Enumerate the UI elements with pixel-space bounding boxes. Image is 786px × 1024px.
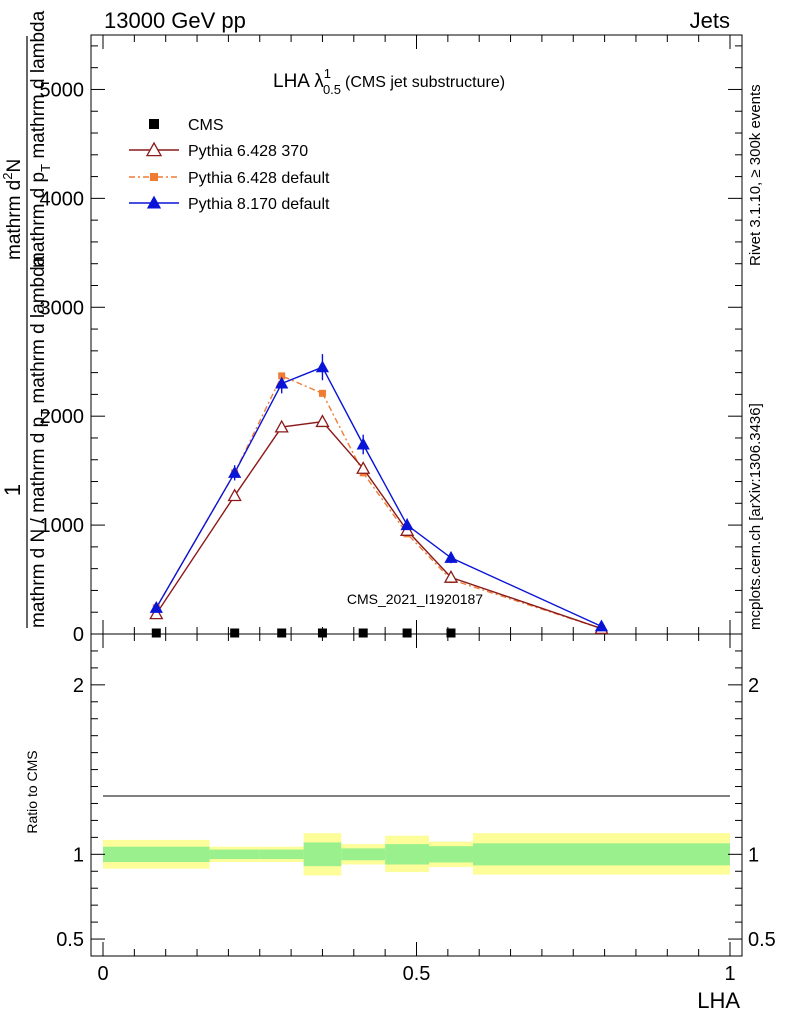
point-pythia6-370 [315, 414, 330, 428]
y-axis-label-prefix: 1 [0, 484, 25, 496]
point-cms [446, 628, 456, 638]
mcplots-label: mcplots.cern.ch [arXiv:1306.3436] [747, 403, 764, 630]
y-axis-label-line1: mathrm d N / mathrm d pT mathrm d lambda [28, 255, 53, 628]
ratio-y-tick-label: 1 [73, 844, 84, 866]
y-tick-label: 4000 [40, 188, 85, 210]
point-pythia6-370 [356, 461, 371, 474]
point-pythia6-370 [149, 606, 164, 620]
chart-title: LHA λ1 0.5 (CMS jet substructure) [273, 66, 505, 97]
ratio-band-inner [341, 848, 386, 861]
point-cms [317, 628, 327, 638]
point-pythia8 [356, 437, 370, 450]
point-pythia8 [400, 518, 414, 531]
y-axis-label-line3: mathrm d pT mathrm d lambda [28, 10, 53, 268]
legend-marker-pythia8 [146, 195, 162, 209]
point-pythia8 [444, 550, 458, 563]
x-axis-label: LHA [697, 988, 740, 1013]
legend-marker-pythia6-370 [145, 141, 163, 157]
ratio-band-inner [259, 849, 304, 860]
point-pythia8 [228, 465, 242, 478]
chart-title-subscript: 0.5 [323, 82, 341, 97]
y-tick-label: 1000 [40, 515, 85, 537]
legend-marker-cms [149, 119, 159, 129]
point-cms [358, 628, 368, 638]
point-cms [151, 628, 161, 638]
ratio-bands [103, 833, 730, 876]
y-tick-label: 2000 [40, 406, 85, 428]
rivet-label: Rivet 3.1.10, ≥ 300k events [747, 84, 764, 266]
legend-label: Pythia 6.428 370 [188, 143, 308, 160]
point-pythia8 [149, 601, 163, 613]
ratio-band-inner [385, 844, 430, 865]
ratio-y-tick-label: 2 [73, 675, 84, 697]
chart-title-superscript: 1 [324, 66, 331, 81]
ratio-y-tick-label-right: 0.5 [748, 929, 776, 951]
point-pythia6-370 [274, 419, 289, 433]
point-cms [230, 628, 240, 638]
x-tick-label: 1 [724, 963, 735, 985]
point-cms [277, 628, 287, 638]
chart-title-note: (CMS jet substructure) [345, 74, 505, 91]
ratio-band-inner [303, 842, 342, 867]
ratio-band-inner [209, 849, 260, 860]
legend-marker-pythia6-default [150, 173, 158, 181]
y-tick-label: 3000 [40, 297, 85, 319]
x-tick-label: 0 [97, 963, 108, 985]
ratio-y-tick-label-right: 2 [748, 675, 759, 697]
y-tick-label: 5000 [40, 79, 85, 101]
series-line-pythia8 [155, 366, 602, 628]
chart-title-main: LHA λ [273, 71, 324, 92]
series-layer [149, 354, 609, 638]
x-tick-label: 0.5 [403, 963, 431, 985]
ratio-band-inner [429, 846, 473, 863]
header-right: Jets [690, 8, 730, 33]
series-line-pythia6-370 [155, 420, 602, 630]
ratio-band-inner [472, 843, 730, 866]
ratio-panel-frame [90, 633, 743, 957]
ratio-y-tick-label: 0.5 [56, 929, 84, 951]
analysis-watermark: CMS_2021_I1920187 [347, 591, 483, 607]
point-cms [402, 628, 412, 638]
header-left: 13000 GeV pp [104, 8, 246, 33]
axis-ticks [91, 35, 742, 956]
point-pythia6-370 [227, 488, 242, 502]
legend-label: Pythia 6.428 default [188, 170, 330, 187]
point-pythia6-370 [443, 570, 459, 583]
legend-label: CMS [188, 117, 224, 134]
ratio-y-axis-label: Ratio to CMS [24, 750, 40, 833]
legend-label: Pythia 8.170 default [188, 196, 330, 213]
y-tick-label: 0 [73, 624, 84, 646]
legend: CMS Pythia 6.428 370 Pythia 6.428 default P… [129, 117, 330, 213]
point-pythia6-default [318, 389, 326, 397]
ratio-y-tick-label-right: 1 [748, 844, 759, 866]
point-pythia8 [594, 619, 609, 632]
series-line-pythia6-default [155, 374, 602, 630]
point-pythia8 [315, 360, 330, 373]
point-pythia8 [275, 376, 289, 389]
ratio-band-inner [103, 846, 210, 862]
y-axis-label-line2: mathrm d2N [0, 159, 25, 260]
point-pythia6-default [278, 372, 286, 380]
tick-labels: 0 1000 2000 3000 4000 5000 0.5 0.5 1 1 2 2 0 0.5 1 [40, 79, 776, 985]
